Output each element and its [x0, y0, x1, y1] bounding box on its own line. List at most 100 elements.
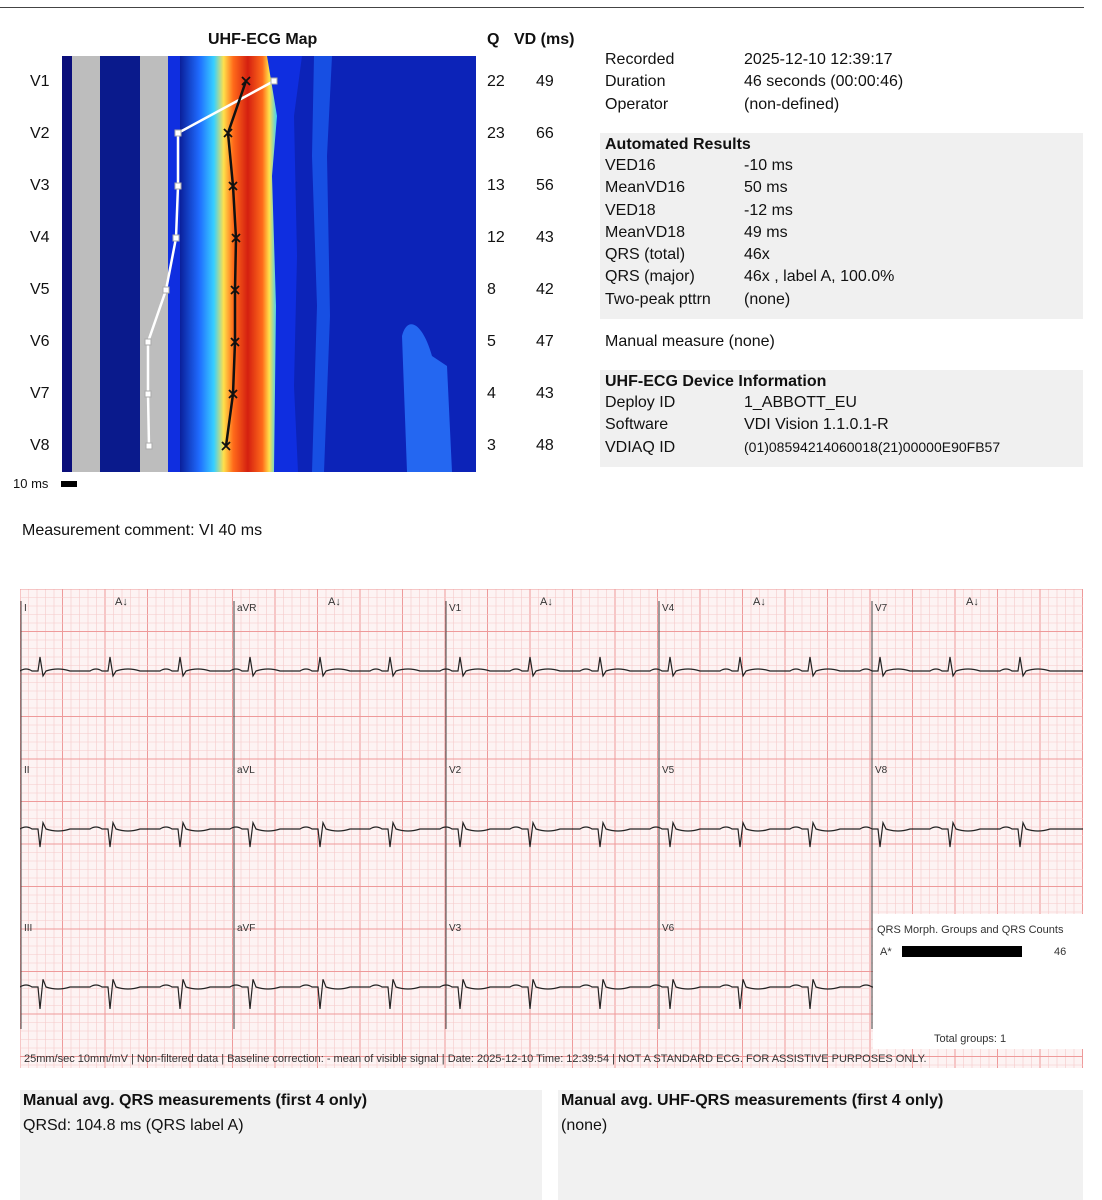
q-marker: [174, 182, 182, 190]
scale-bar: [61, 481, 77, 487]
ecg-lead-label: V1: [449, 603, 462, 614]
manual-measure: Manual measure (none): [605, 333, 775, 350]
q-value: 12: [487, 229, 505, 246]
beat-marker: A↓: [753, 596, 766, 608]
q-value: 8: [487, 281, 496, 298]
ecg-lead-label: V7: [875, 603, 888, 614]
map-gray-band: [140, 56, 168, 472]
ecg-12-lead-strip: IIIIIIA↓aVRaVLaVFA↓V1V2V3A↓V4V5V6A↓V7V8A…: [20, 589, 1083, 1068]
vd-marker: [221, 441, 231, 451]
vd-marker: [241, 76, 251, 86]
manual-qrs-title: Manual avg. QRS measurements (first 4 on…: [23, 1092, 368, 1109]
q-marker: [144, 390, 152, 398]
vd-value: 43: [536, 229, 554, 246]
beat-marker: A↓: [328, 596, 341, 608]
vd-value: 42: [536, 281, 554, 298]
q-marker: [144, 338, 152, 346]
ecg-lead-label: V8: [875, 765, 888, 776]
vd-marker: [231, 233, 241, 243]
vd-value: 49: [536, 73, 554, 90]
result-label: VED16: [605, 157, 656, 174]
ecg-trace: [20, 820, 1083, 848]
operator-label: Operator: [605, 95, 669, 113]
q-value: 22: [487, 73, 505, 90]
result-label: VED18: [605, 201, 656, 219]
q-value: 3: [487, 437, 496, 454]
result-value: 46x , label A, 100.0%: [744, 268, 895, 286]
beat-marker: A↓: [115, 596, 128, 608]
q-value: 4: [487, 385, 496, 402]
map-lead-label: V7: [30, 385, 50, 402]
map-lead-label: V5: [30, 281, 50, 298]
device-value: 1_ABBOTT_EU: [744, 394, 857, 411]
scale-label: 10 ms: [13, 476, 49, 491]
qrs-morph-label: A*: [880, 946, 892, 958]
q-value: 23: [487, 125, 505, 142]
top-rule: [0, 7, 1084, 8]
result-label: Two-peak pttrn: [605, 290, 711, 308]
map-title: UHF-ECG Map: [208, 31, 318, 48]
result-value: -10 ms: [744, 157, 793, 174]
q-marker: [145, 442, 153, 450]
q-value: 5: [487, 333, 496, 350]
map-dark-band: [100, 56, 140, 472]
vd-value: 47: [536, 333, 554, 350]
vd-markers: [221, 76, 251, 451]
ecg-lead-labels: IIIIIIA↓aVRaVLaVFA↓V1V2V3A↓V4V5V6A↓V7V8A…: [24, 596, 979, 934]
result-value: -12 ms: [744, 201, 793, 219]
ecg-lead-label: aVF: [237, 923, 255, 934]
result-value: 50 ms: [744, 179, 788, 197]
recording-info: Recorded 2025-12-10 12:39:17 Duration 46 s…: [600, 51, 1083, 118]
ecg-column-dividers: [20, 601, 873, 1029]
q-markers: [144, 77, 278, 450]
device-label: VDIAQ ID: [605, 438, 676, 456]
manual-uhf-title: Manual avg. UHF-QRS measurements (first …: [561, 1092, 944, 1109]
map-lead-label: V4: [30, 229, 50, 246]
result-value: 46x: [744, 246, 770, 264]
recorded-label: Recorded: [605, 51, 675, 68]
manual-uhf-value: (none): [561, 1117, 608, 1134]
map-lead-label: V1: [30, 73, 50, 90]
vd-column-header: VD (ms): [514, 31, 575, 48]
operator-value: (non-defined): [744, 95, 840, 113]
device-label: Software: [605, 416, 669, 434]
vd-marker: [230, 337, 240, 347]
q-marker: [174, 129, 182, 137]
ecg-lead-label: aVR: [237, 603, 256, 614]
q-value: 13: [487, 177, 505, 194]
q-marker: [162, 286, 170, 294]
qrs-morph-box: [873, 914, 1083, 1049]
vd-marker: [230, 285, 240, 295]
result-label: QRS (total): [605, 246, 686, 264]
beat-marker: A↓: [540, 596, 553, 608]
ecg-lead-label: aVL: [237, 765, 255, 776]
vd-value: 56: [536, 177, 554, 194]
qrs-morph-count: 46: [1054, 946, 1066, 958]
map-activation-region: [180, 56, 277, 472]
map-late-region: [402, 324, 452, 472]
manual-qrs-value: QRSd: 104.8 ms (QRS label A): [23, 1117, 244, 1134]
vd-value: 48: [536, 437, 554, 454]
manual-uhf-panel: Manual avg. UHF-QRS measurements (first …: [558, 1090, 1083, 1200]
result-label: MeanVD18: [605, 223, 686, 241]
q-column-header: Q: [487, 31, 500, 48]
ecg-lead-label: V4: [662, 603, 675, 614]
uhf-ecg-heatmap: [62, 56, 476, 472]
ecg-lead-label: V6: [662, 923, 675, 934]
qrs-total-groups: Total groups: 1: [934, 1033, 1006, 1045]
map-lead-label: V3: [30, 177, 50, 194]
ecg-lead-label: II: [24, 765, 30, 776]
automated-results-title: Automated Results: [605, 136, 751, 153]
ecg-lead-label: I: [24, 603, 27, 614]
vd-marker: [228, 181, 238, 191]
ecg-lead-label: V2: [449, 765, 462, 776]
map-lead-label: V2: [30, 125, 50, 142]
vd-value: 66: [536, 125, 554, 142]
beat-marker: A↓: [966, 596, 979, 608]
map-lead-label: V6: [30, 333, 50, 350]
map-gray-band: [72, 56, 100, 472]
map-lead-label: V8: [30, 437, 50, 454]
ecg-lead-label: V5: [662, 765, 675, 776]
result-value: (none): [744, 290, 791, 308]
vd-value: 43: [536, 385, 554, 402]
